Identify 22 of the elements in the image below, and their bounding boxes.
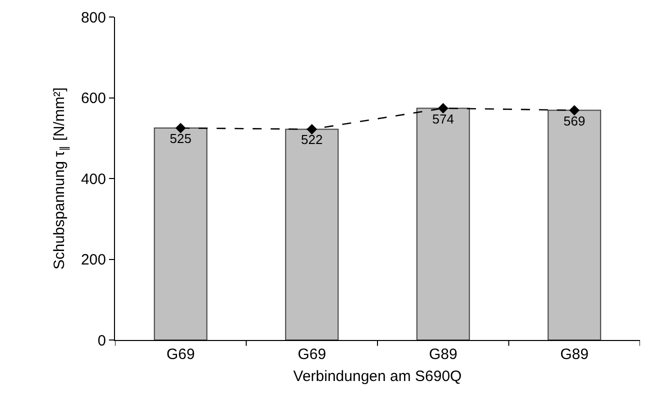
y-tick-label: 600: [80, 90, 106, 107]
x-axis-title: Verbindungen am S690Q: [293, 368, 462, 385]
point: [569, 105, 580, 116]
data-label: 574: [432, 111, 454, 126]
y-tick-label: 800: [80, 9, 106, 26]
point: [438, 103, 448, 114]
data-label: 569: [564, 113, 586, 128]
data-label: 522: [301, 132, 323, 148]
y-tick-label: 200: [80, 252, 106, 268]
x-tick-label: G89: [428, 346, 458, 363]
data-label: 525: [170, 131, 192, 146]
bar: [416, 108, 470, 340]
bar: [548, 110, 602, 340]
x-tick-label: G89: [560, 346, 589, 363]
bar: [154, 128, 208, 340]
point: [175, 122, 186, 134]
y-tick-label: 400: [80, 170, 106, 188]
x-tick-label: G69: [298, 346, 326, 363]
x-tick-label: G69: [166, 346, 195, 363]
point: [306, 124, 318, 134]
bar: [285, 128, 339, 340]
y-tick-label: 0: [98, 332, 106, 350]
